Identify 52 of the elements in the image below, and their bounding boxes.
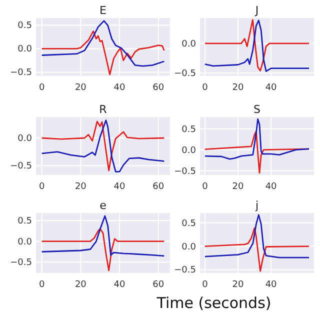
x-tick-label: 40: [265, 83, 278, 93]
x-tick-label: 40: [114, 182, 126, 192]
y-tick-label: 0.5: [18, 21, 32, 32]
line-series: [41, 20, 165, 67]
y-tick-label: 0.0: [18, 237, 32, 248]
x-tick-label: 0: [38, 182, 45, 192]
x-tick-label: 20: [232, 280, 244, 290]
x-tick-label: 20: [74, 182, 87, 192]
x-tick-label: 60: [152, 83, 164, 93]
y-tick-label: 0.0: [182, 146, 196, 156]
y-tick-label: −0.5: [174, 266, 196, 276]
chart-title: R: [99, 103, 108, 116]
x-tick-label: 60: [152, 182, 164, 192]
y-tick-label: 0.0: [18, 44, 32, 55]
y-tick-label: 0.0: [182, 242, 196, 252]
line-series: [204, 227, 310, 272]
line-series: [41, 228, 165, 272]
x-tick-label: 40: [265, 182, 278, 192]
x-tick-label: 20: [74, 83, 87, 93]
x-tick-label: 40: [265, 280, 278, 290]
y-tick-label: 0.5: [18, 216, 32, 226]
y-tick-label: 0.5: [182, 218, 196, 229]
y-tick-label: −0.5: [10, 68, 32, 78]
y-tick-label: −0.5: [174, 166, 196, 177]
x-tick-label: 20: [74, 280, 87, 290]
line-series: [41, 215, 165, 257]
y-tick-label: −0.5: [174, 69, 196, 80]
chart-title: J: [254, 4, 259, 17]
x-tick-label: 60: [152, 280, 164, 290]
y-tick-label: 0.0: [18, 134, 32, 144]
x-tick-label: 20: [232, 182, 244, 192]
chart-title: E: [100, 4, 107, 17]
x-tick-label: 40: [114, 280, 126, 290]
x-axis-title: Time (seconds): [156, 294, 272, 312]
y-tick-label: 0.0: [182, 39, 196, 50]
x-tick-label: 0: [38, 83, 45, 93]
x-tick-label: 0: [202, 280, 208, 290]
x-tick-label: 40: [114, 83, 126, 93]
x-tick-label: 0: [38, 280, 45, 290]
y-tick-label: −0.5: [10, 162, 32, 172]
x-tick-label: 20: [232, 83, 244, 93]
line-series: [204, 214, 310, 258]
line-series: [204, 130, 310, 174]
x-tick-label: 0: [202, 182, 208, 192]
chart-title: j: [254, 199, 259, 212]
y-tick-label: −0.5: [10, 258, 32, 268]
y-tick-label: 0.5: [182, 124, 196, 135]
line-series: [204, 118, 310, 160]
line-series: [41, 30, 165, 76]
chart-title: e: [100, 199, 107, 212]
x-tick-label: 0: [202, 83, 208, 93]
chart-title: S: [254, 103, 261, 116]
